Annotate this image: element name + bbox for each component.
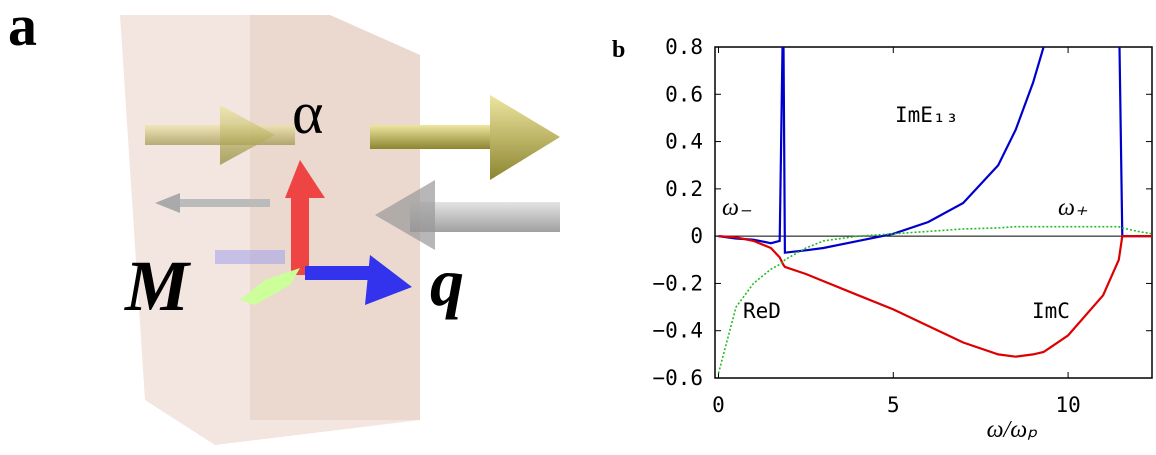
chart: b ω/ωₚ ω₋ ω₊ ImE₁₃ ImC ReD 0.8 0.6 0.4 0.2 0… (612, 0, 1152, 443)
x-tick-label: 0 (712, 393, 725, 417)
series-label: ImC (1032, 299, 1070, 323)
series-label: ReD (743, 299, 781, 323)
y-tick-label: 0.2 (665, 177, 703, 201)
arrow-shaft (291, 195, 309, 275)
y-tick-label: 0.6 (665, 82, 703, 106)
illustration: a α M q (8, 0, 560, 445)
x-tick-label: 5 (887, 393, 900, 417)
series-line (719, 227, 1153, 374)
y-tick-label: −0.2 (652, 271, 703, 295)
symbol: q (430, 244, 464, 320)
arrow-shaft (215, 250, 285, 264)
y-tick-label: 0 (690, 224, 703, 248)
series-line (719, 236, 1153, 357)
symbol: M (124, 246, 192, 326)
figure: a α M q b ω/ωₚ ω₋ ω₊ ImE₁₃ ImC ReD 0.8 0.… (0, 0, 1156, 455)
arrow-shaft (305, 266, 375, 280)
arrow-shaft (370, 125, 500, 149)
plot-area (719, 0, 1153, 373)
arrow-shaft (180, 199, 270, 207)
annotation: ω₋ (722, 195, 752, 221)
panel-label: b (612, 37, 625, 63)
panel-label: a (8, 0, 37, 58)
y-tick-label: 0.8 (665, 35, 703, 59)
x-tick-label: 10 (1055, 393, 1080, 417)
y-tick-label: 0.4 (665, 130, 703, 154)
arrow-head (490, 95, 560, 180)
y-tick-label: −0.4 (652, 319, 703, 343)
series-label: ImE₁₃ (895, 103, 958, 127)
x-axis-label: ω/ωₚ (987, 417, 1039, 443)
annotation: ω₊ (1058, 195, 1088, 221)
symbol: α (292, 80, 323, 146)
y-tick-label: −0.6 (652, 366, 703, 390)
